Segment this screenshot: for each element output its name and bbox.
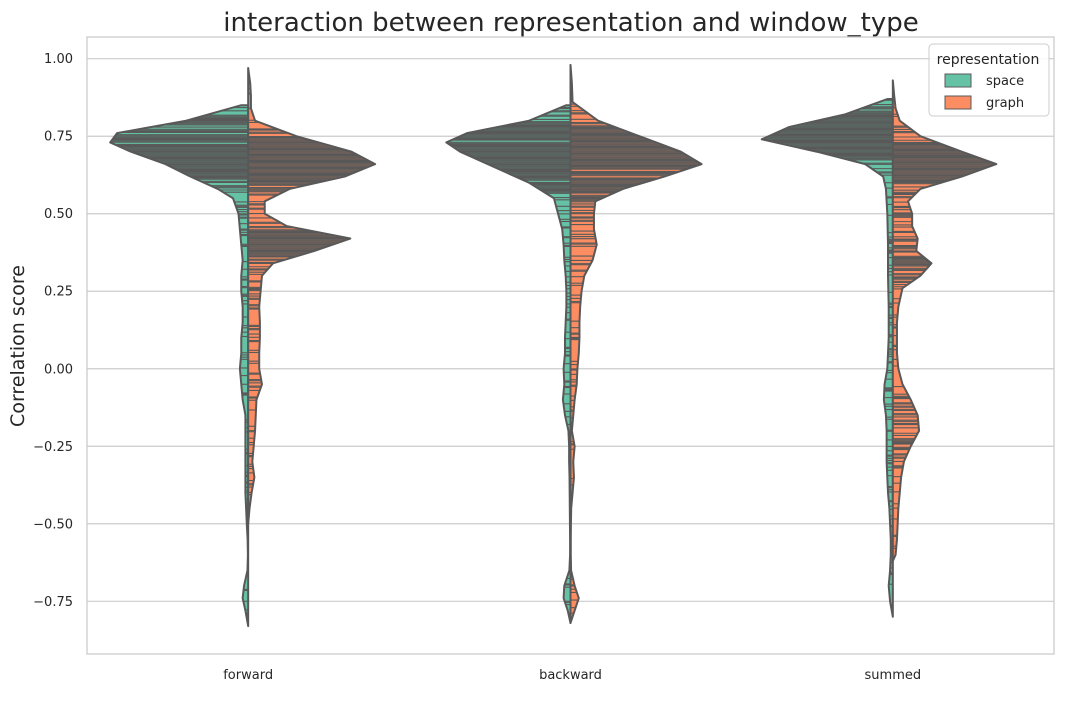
legend-label-space: space xyxy=(986,74,1024,89)
violin-sticks xyxy=(761,99,893,608)
violin-sticks xyxy=(892,89,997,560)
y-axis-label: Correlation score xyxy=(7,265,29,427)
violin-graph-summed xyxy=(891,79,998,562)
violin-graph-backward xyxy=(569,63,703,624)
legend-title: representation xyxy=(937,52,1040,68)
y-tick-label: 0.00 xyxy=(44,362,73,377)
y-tick-label: −0.75 xyxy=(33,595,73,610)
violins xyxy=(109,63,998,628)
violin-space-backward xyxy=(445,104,572,624)
violin-graph-forward xyxy=(247,67,377,525)
y-tick-label: −0.50 xyxy=(33,517,73,532)
y-tick-label: 0.25 xyxy=(44,285,73,300)
x-tick-label: backward xyxy=(539,668,602,683)
violin-body xyxy=(760,98,894,618)
y-tick-label: −0.25 xyxy=(33,440,73,455)
legend-label-graph: graph xyxy=(986,96,1024,111)
legend-items: space graph xyxy=(944,73,1024,111)
y-tick-label: 0.50 xyxy=(44,207,73,222)
x-tick-labels: forward backward summed xyxy=(223,668,921,683)
legend-swatch-graph xyxy=(944,95,972,110)
violin-sticks xyxy=(570,72,702,620)
violin-body xyxy=(109,104,250,628)
plot-frame xyxy=(86,36,1055,655)
violin-space-forward xyxy=(109,104,250,628)
x-tick-label: summed xyxy=(865,668,922,683)
x-tick-label: forward xyxy=(223,668,273,683)
violin-sticks xyxy=(110,106,249,622)
violin-sticks xyxy=(248,68,375,517)
chart-title: interaction between representation and w… xyxy=(223,8,918,38)
legend-swatch-space xyxy=(944,73,972,88)
y-tick-label: 0.75 xyxy=(44,130,73,145)
y-tick-label: 1.00 xyxy=(44,52,73,67)
violin-space-summed xyxy=(760,98,894,618)
y-tick-labels: 1.00 0.75 0.50 0.25 0.00 −0.25 −0.50 −0.75 xyxy=(33,52,73,610)
violin-sticks xyxy=(446,106,571,606)
legend: representation space graph xyxy=(928,43,1050,117)
